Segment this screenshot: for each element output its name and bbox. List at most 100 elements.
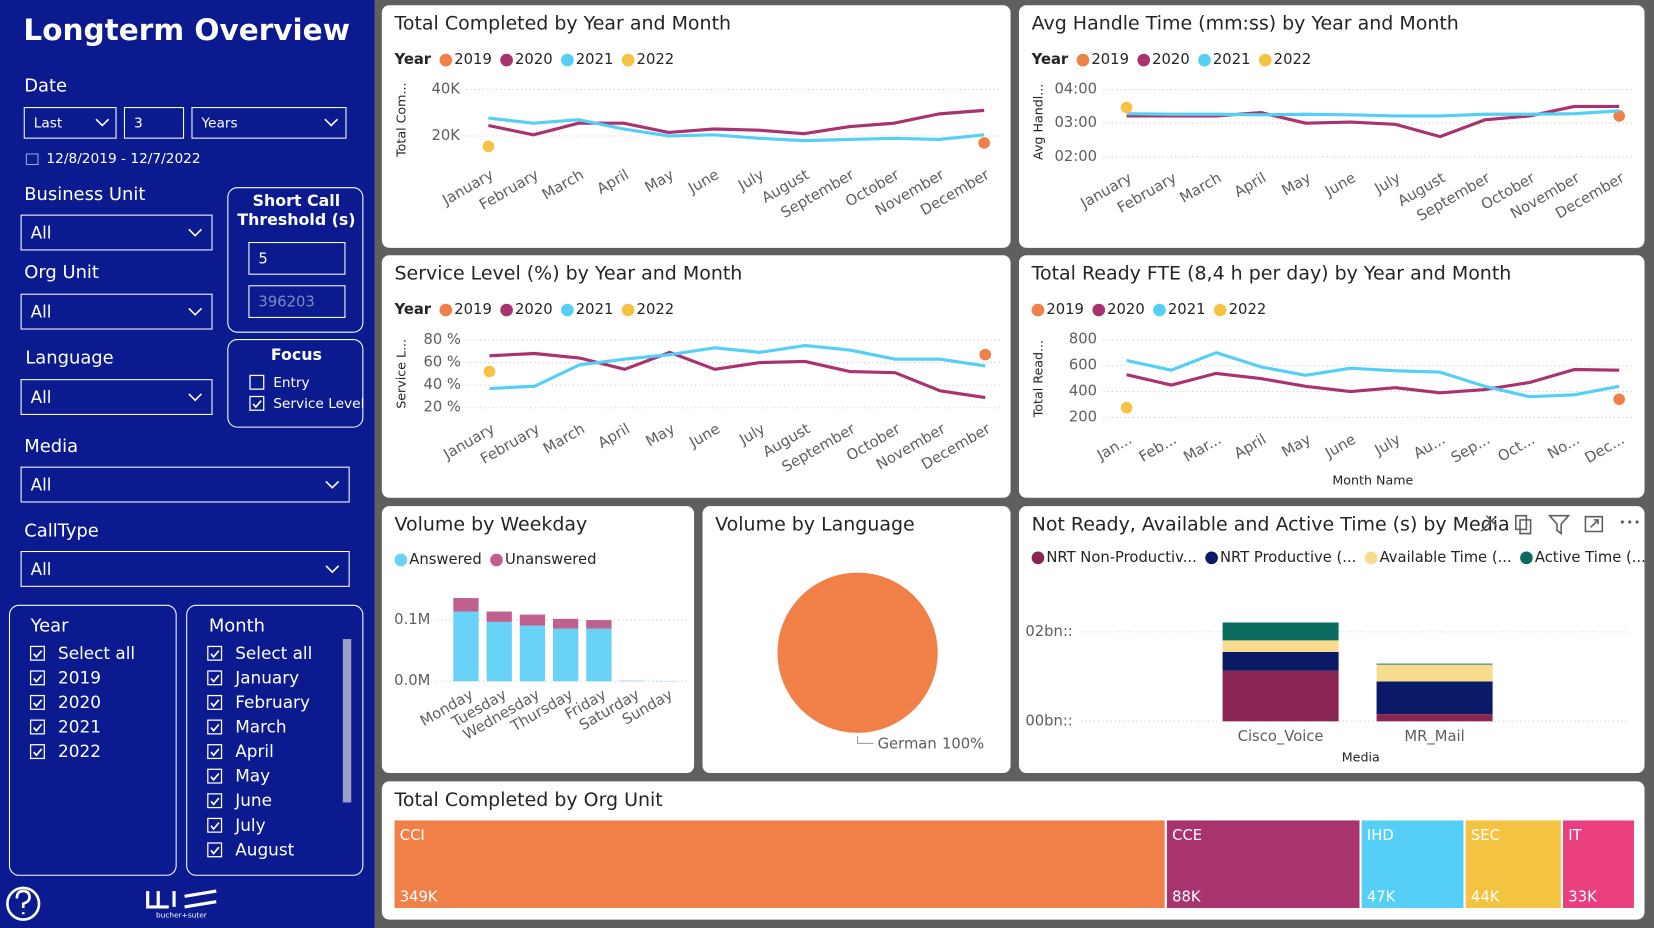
point <box>1120 101 1133 114</box>
input[interactable] <box>123 107 185 139</box>
legend-label: 2021 <box>576 301 614 318</box>
logo-text: bucher+suter <box>156 910 208 919</box>
checkbox[interactable] <box>249 395 265 411</box>
checkbox[interactable] <box>29 694 45 710</box>
dropdown-value: All <box>31 475 52 495</box>
dropdown[interactable] <box>20 379 213 415</box>
bar-segment <box>586 620 612 629</box>
y-tick-label: 40 % <box>423 376 460 393</box>
legend-label: 2020 <box>1107 301 1145 318</box>
point <box>1613 110 1625 122</box>
checkbox[interactable] <box>207 694 223 710</box>
legend-marker <box>621 53 635 67</box>
legend-marker <box>1031 551 1045 565</box>
list-item: 2022 <box>58 741 101 761</box>
input[interactable] <box>248 285 346 318</box>
help-icon[interactable] <box>6 886 41 921</box>
y-tick-label: 0.1M <box>394 611 430 628</box>
more-icon[interactable] <box>1635 520 1639 524</box>
chevron <box>325 565 340 574</box>
y-tick-label: 400 <box>1069 383 1097 400</box>
checkbox[interactable] <box>207 719 223 735</box>
y-tick-label: 00bn:: <box>1025 712 1072 729</box>
y-tick-label: 04:00 <box>1055 81 1098 98</box>
dropdown[interactable] <box>20 293 213 330</box>
tile-label: CCE <box>1172 827 1202 844</box>
checkbox[interactable] <box>207 670 223 686</box>
input[interactable] <box>248 242 346 275</box>
legend-title: Year <box>394 301 432 318</box>
dropdown-value: All <box>31 387 52 407</box>
y-axis-title: Service L... <box>393 339 408 409</box>
bar-segment <box>1222 622 1339 641</box>
group-box <box>8 604 177 876</box>
check-mark <box>210 797 220 806</box>
legend-marker <box>1031 303 1045 317</box>
check-mark <box>33 723 43 733</box>
dropdown[interactable] <box>20 466 350 503</box>
input-placeholder: 396203 <box>258 294 314 311</box>
y-tick-label: 02:00 <box>1055 148 1098 165</box>
filter-icon[interactable] <box>1547 514 1571 536</box>
line <box>488 116 985 143</box>
checkbox[interactable] <box>29 645 45 661</box>
value-label: 100% <box>942 736 984 753</box>
checkbox[interactable] <box>207 645 223 661</box>
check-mark <box>210 699 220 708</box>
checkbox[interactable] <box>249 374 265 390</box>
pie-slice <box>777 572 938 733</box>
y-tick-label: 02bn:: <box>1025 623 1072 640</box>
panel <box>381 5 1011 248</box>
legend-marker <box>1213 303 1227 317</box>
checkbox[interactable] <box>207 793 223 809</box>
dropdown[interactable] <box>191 107 347 139</box>
chart-title: Not Ready, Available and Active Time (s)… <box>1032 514 1510 536</box>
calendar-icon <box>25 153 39 166</box>
section-label: Date <box>24 75 67 96</box>
checkbox[interactable] <box>207 842 223 858</box>
check-mark <box>33 650 43 659</box>
list-item: 2021 <box>58 717 101 737</box>
chart-title: Avg Handle Time (mm:ss) by Year and Mont… <box>1032 13 1459 35</box>
dropdown-value: All <box>31 302 52 322</box>
checkbox[interactable] <box>29 719 45 735</box>
tile-label: IHD <box>1367 827 1394 844</box>
expand-icon[interactable] <box>1584 515 1604 533</box>
group-box <box>227 187 364 333</box>
treemap-tile <box>1164 818 1362 911</box>
category-name: German <box>878 736 937 753</box>
group-label: Threshold (s) <box>237 210 355 229</box>
y-tick-label: 03:00 <box>1055 114 1098 131</box>
group-box <box>227 339 364 428</box>
check-mark <box>210 748 220 757</box>
copy-icon[interactable] <box>1515 514 1532 535</box>
checkbox[interactable] <box>207 817 223 833</box>
section-label: CallType <box>24 520 99 541</box>
more-icon[interactable] <box>1620 520 1624 524</box>
list-item: Select all <box>235 643 312 663</box>
chart-title: Volume by Weekday <box>395 514 588 536</box>
list-item: April <box>235 741 274 761</box>
legend-label: Answered <box>409 551 481 568</box>
chevron <box>188 228 203 237</box>
pin-icon[interactable] <box>1480 515 1498 533</box>
check-mark <box>252 400 262 409</box>
dropdown[interactable] <box>20 551 350 587</box>
legend-marker <box>1153 303 1166 317</box>
checkbox[interactable] <box>29 744 45 760</box>
more-icon[interactable] <box>1628 520 1632 524</box>
dropdown[interactable] <box>23 107 117 139</box>
checkbox[interactable] <box>207 768 223 784</box>
dropdown[interactable] <box>20 214 213 251</box>
legend-label: NRT Productive (... <box>1220 549 1356 566</box>
group-label: Focus <box>271 345 322 364</box>
checkbox[interactable] <box>29 670 45 686</box>
y-tick-label: 0.0M <box>394 672 430 689</box>
legend-label: 2020 <box>515 301 553 318</box>
y-tick-label: 80 % <box>423 331 460 348</box>
x-tick-label: Cisco_Voice <box>1238 728 1324 745</box>
checkbox[interactable] <box>207 744 223 760</box>
section-label: Org Unit <box>24 262 99 283</box>
y-tick-label: 200 <box>1069 408 1097 425</box>
